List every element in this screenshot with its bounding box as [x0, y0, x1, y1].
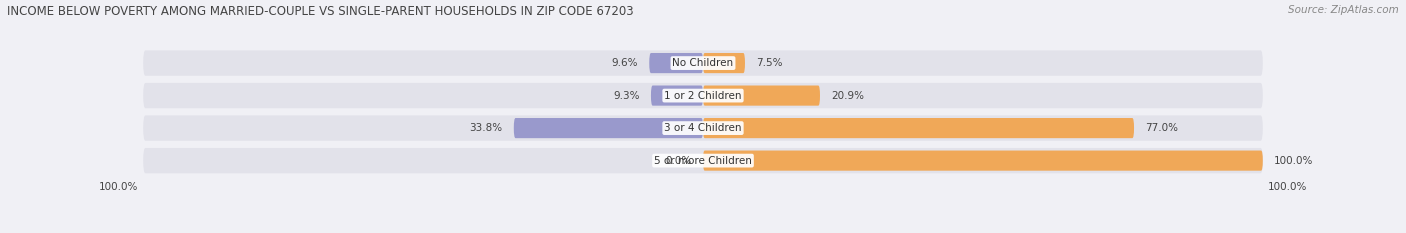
- FancyBboxPatch shape: [651, 86, 703, 106]
- FancyBboxPatch shape: [703, 118, 1135, 138]
- Text: 77.0%: 77.0%: [1146, 123, 1178, 133]
- Text: 100.0%: 100.0%: [1274, 156, 1313, 166]
- Text: 5 or more Children: 5 or more Children: [654, 156, 752, 166]
- FancyBboxPatch shape: [513, 118, 703, 138]
- Text: 9.6%: 9.6%: [612, 58, 638, 68]
- Text: 20.9%: 20.9%: [831, 91, 865, 101]
- FancyBboxPatch shape: [703, 151, 1263, 171]
- Text: 0.0%: 0.0%: [665, 156, 692, 166]
- FancyBboxPatch shape: [703, 86, 820, 106]
- FancyBboxPatch shape: [143, 50, 1263, 76]
- Legend: Married Couples, Single Parents: Married Couples, Single Parents: [592, 230, 814, 233]
- Text: 7.5%: 7.5%: [756, 58, 783, 68]
- Text: 100.0%: 100.0%: [1268, 182, 1308, 192]
- Text: INCOME BELOW POVERTY AMONG MARRIED-COUPLE VS SINGLE-PARENT HOUSEHOLDS IN ZIP COD: INCOME BELOW POVERTY AMONG MARRIED-COUPL…: [7, 5, 634, 18]
- FancyBboxPatch shape: [143, 115, 1263, 141]
- Text: 9.3%: 9.3%: [613, 91, 640, 101]
- Text: Source: ZipAtlas.com: Source: ZipAtlas.com: [1288, 5, 1399, 15]
- Text: 33.8%: 33.8%: [470, 123, 502, 133]
- FancyBboxPatch shape: [143, 83, 1263, 108]
- Text: 3 or 4 Children: 3 or 4 Children: [664, 123, 742, 133]
- Text: 100.0%: 100.0%: [98, 182, 138, 192]
- FancyBboxPatch shape: [143, 148, 1263, 173]
- FancyBboxPatch shape: [650, 53, 703, 73]
- Text: 1 or 2 Children: 1 or 2 Children: [664, 91, 742, 101]
- FancyBboxPatch shape: [703, 53, 745, 73]
- Text: No Children: No Children: [672, 58, 734, 68]
